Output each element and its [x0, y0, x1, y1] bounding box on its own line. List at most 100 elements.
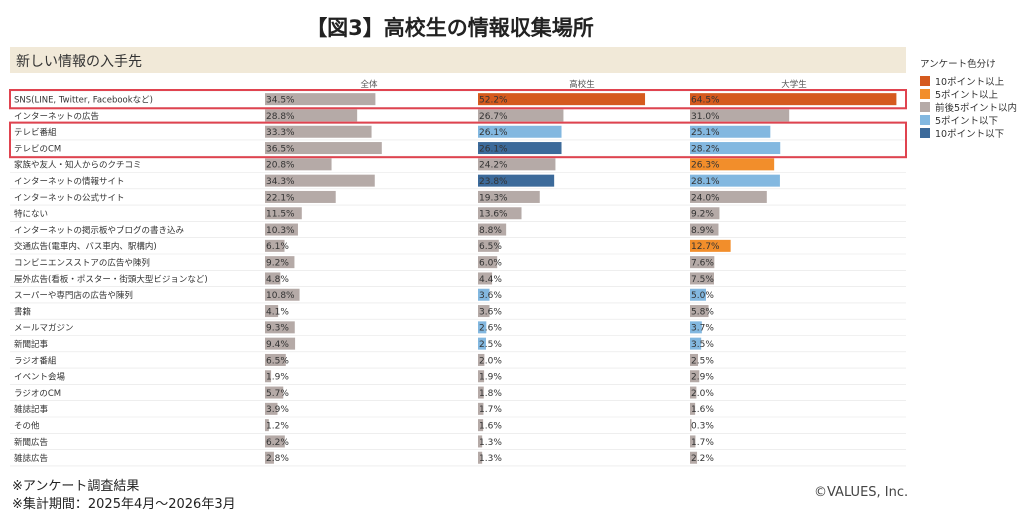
bar	[690, 158, 775, 171]
legend-item-neutral: 前後5ポイント以内	[920, 100, 1017, 114]
value-label: 1.8%	[479, 389, 502, 399]
row-label: 書籍	[14, 306, 31, 317]
bar	[478, 93, 646, 106]
bar	[265, 305, 279, 318]
value-label: 2.0%	[479, 356, 502, 366]
row-label: その他	[14, 421, 40, 432]
row-label: 特にない	[14, 209, 48, 220]
bar	[690, 174, 780, 187]
bar	[265, 402, 278, 415]
value-label: 5.7%	[266, 389, 289, 399]
bar	[478, 451, 483, 464]
bar	[690, 337, 702, 350]
bar	[265, 207, 302, 220]
bar	[265, 451, 274, 464]
value-label: 5.8%	[691, 307, 714, 317]
legend-swatch	[920, 75, 930, 86]
row-label: 家族や友人・知人からのクチコミ	[14, 160, 142, 171]
bar	[690, 419, 692, 432]
row-label: メールマガジン	[14, 323, 74, 334]
value-label: 3.9%	[266, 405, 289, 415]
value-label: 1.3%	[479, 454, 502, 464]
chart-subtitle: 新しい情報の入手先	[16, 54, 142, 70]
bar	[478, 223, 507, 236]
legend-label: 5ポイント以上	[935, 89, 999, 101]
bar	[690, 435, 696, 448]
value-label: 28.2%	[691, 144, 720, 154]
bar	[478, 337, 486, 350]
row-label: 新聞記事	[14, 339, 49, 350]
value-label: 12.7%	[691, 242, 720, 252]
legend-swatch	[920, 114, 930, 125]
row-label: 屋外広告(看板・ポスター・街頭大型ビジョンなど)	[14, 274, 208, 285]
row-label: テレビ番組	[14, 127, 57, 138]
value-label: 1.2%	[266, 422, 289, 432]
bar	[478, 109, 564, 122]
value-label: 25.1%	[691, 128, 720, 138]
row-label: イベント会場	[14, 372, 66, 383]
bar	[265, 435, 285, 448]
bar	[265, 109, 358, 122]
bar	[478, 288, 490, 301]
bar	[690, 272, 714, 285]
bar	[478, 239, 499, 252]
subtitle-band: 新しい情報の入手先	[10, 47, 906, 73]
value-label: 19.3%	[479, 193, 508, 203]
value-label: 1.7%	[691, 438, 714, 448]
bar	[265, 353, 286, 366]
bar	[478, 207, 522, 220]
value-label: 4.1%	[266, 307, 289, 317]
bar	[265, 190, 336, 203]
value-label: 34.3%	[266, 177, 295, 187]
bar	[265, 125, 372, 138]
bar	[478, 321, 487, 334]
value-label: 20.8%	[266, 161, 295, 171]
copyright: ©VALUES, Inc.	[814, 485, 909, 500]
value-label: 2.8%	[266, 454, 289, 464]
bar-chart: 全体 高校生 大学生 SNS(LINE, Twitter, Facebookなど) 34…	[9, 79, 907, 467]
bar	[478, 402, 484, 415]
legend-item-lo5: 5ポイント以下	[920, 113, 1017, 127]
value-label: 10.3%	[266, 226, 295, 236]
value-label: 64.5%	[691, 96, 720, 106]
value-label: 26.1%	[479, 128, 508, 138]
column-header: 高校生	[569, 79, 595, 90]
bar	[478, 435, 483, 448]
bar	[690, 370, 700, 383]
bar	[478, 256, 498, 269]
value-label: 9.3%	[266, 324, 289, 334]
row-label: ラジオのCM	[14, 389, 61, 399]
value-label: 31.0%	[691, 112, 720, 122]
value-label: 7.6%	[691, 259, 714, 269]
value-label: 9.2%	[266, 259, 289, 269]
row-label: 新聞広告	[14, 437, 48, 448]
row-label: 交通広告(電車内、バス車内、駅構内)	[14, 241, 157, 252]
value-label: 24.2%	[479, 161, 508, 171]
page-title: 【図3】高校生の情報収集場所	[306, 16, 594, 40]
highlight-box	[9, 89, 907, 110]
row-label: 雑誌広告	[14, 453, 48, 464]
value-label: 1.3%	[479, 438, 502, 448]
legend-item-up10: 10ポイント以上	[920, 74, 1017, 88]
legend-label: 10ポイント以上	[935, 76, 1005, 88]
value-label: 6.1%	[266, 242, 289, 252]
bar	[478, 353, 485, 366]
legend-swatch	[920, 101, 930, 112]
value-label: 3.7%	[691, 324, 714, 334]
bar	[265, 272, 281, 285]
bar	[478, 370, 485, 383]
value-label: 2.0%	[691, 389, 714, 399]
value-label: 9.4%	[266, 340, 289, 350]
value-label: 1.9%	[266, 373, 289, 383]
bar	[478, 305, 490, 318]
value-label: 10.8%	[266, 291, 295, 301]
value-label: 33.3%	[266, 128, 295, 138]
bar	[478, 125, 562, 138]
value-label: 2.5%	[479, 340, 502, 350]
bar	[690, 190, 767, 203]
bar	[690, 321, 702, 334]
bar	[265, 158, 332, 171]
bar	[690, 353, 698, 366]
bar	[265, 288, 300, 301]
legend-title: アンケート色分け	[920, 59, 996, 70]
